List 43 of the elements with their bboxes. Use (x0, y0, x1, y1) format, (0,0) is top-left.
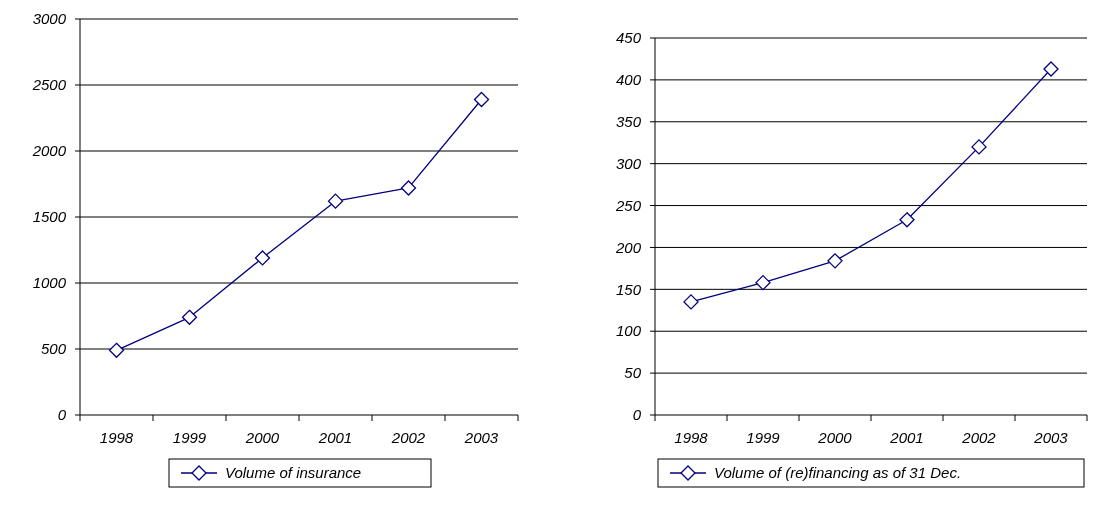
y-tick-label: 3000 (32, 10, 67, 28)
legend-label: Volume of insurance (225, 464, 362, 482)
point (827, 253, 843, 269)
y-tick-label: 450 (615, 29, 642, 47)
x-tick-label: 2000 (244, 429, 280, 446)
x-tick-label: 2002 (961, 429, 997, 446)
x-tick-label: 2001 (317, 429, 353, 446)
y-tick-label: 1500 (32, 208, 67, 226)
point (254, 250, 271, 266)
x-tick-label: 2003 (1033, 429, 1069, 446)
y-tick-label: 2000 (31, 142, 67, 160)
x-tick-label: 2002 (390, 429, 426, 446)
y-tick-label: 0 (57, 406, 67, 424)
y-tick-label: 200 (614, 238, 642, 256)
y-tick-label: 400 (615, 71, 642, 89)
legend-label: Volume of (re)financing as of 31 Dec. (714, 464, 962, 482)
x-tick-label: 2003 (463, 429, 499, 446)
x-tick-label: 2001 (889, 429, 924, 446)
point (473, 91, 490, 108)
x-tick-label: 1998 (674, 429, 709, 446)
x-tick-label: 1999 (172, 429, 207, 446)
y-tick-label: 1000 (32, 274, 67, 292)
point (327, 193, 344, 209)
point (755, 274, 771, 291)
y-tick-label: 2500 (31, 76, 67, 94)
point (683, 294, 699, 310)
y-tick-label: 150 (615, 280, 642, 298)
point (108, 342, 125, 358)
point (400, 180, 417, 196)
point (181, 309, 198, 325)
y-tick-label: 250 (614, 196, 642, 214)
y-tick-label: 50 (624, 364, 642, 382)
y-tick-label: 500 (40, 340, 67, 358)
y-tick-label: 300 (615, 154, 642, 172)
point (899, 212, 915, 228)
x-tick-label: 2000 (817, 429, 853, 446)
y-tick-label: 0 (632, 406, 642, 424)
x-tick-label: 1999 (746, 429, 781, 446)
y-tick-label: 100 (615, 322, 642, 340)
point (971, 139, 987, 155)
point (1043, 61, 1059, 77)
x-tick-label: 1998 (99, 429, 134, 446)
y-tick-label: 350 (615, 113, 642, 131)
